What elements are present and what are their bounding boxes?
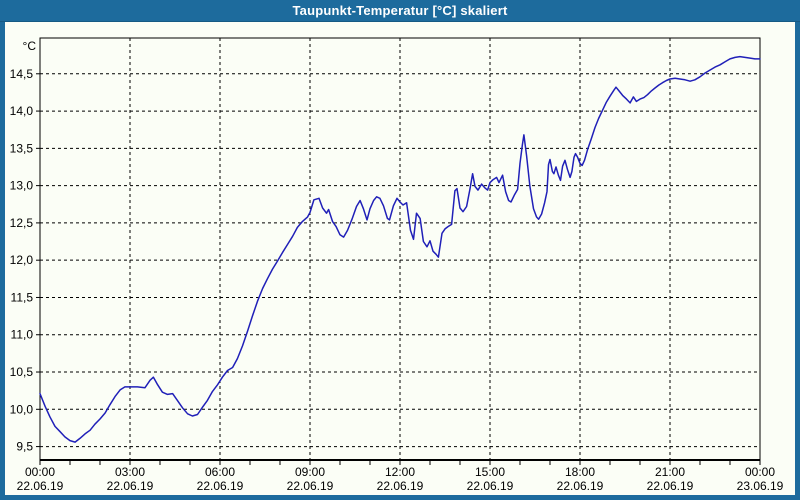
- x-axis-time-label: 03:00: [115, 465, 145, 479]
- temperature-line: [39, 55, 761, 443]
- x-axis-time-label: 00:00: [745, 465, 775, 479]
- dewpoint-temperature-chart: 14,5 14,0 13,5 13,0 12,5 12,0 11,5 11,0 10,5 10,0…: [10, 37, 784, 493]
- y-axis-tick-label: 13,5: [10, 141, 34, 155]
- x-axis-time-label: 12:00: [385, 465, 415, 479]
- x-axis-time-label: 21:00: [655, 465, 685, 479]
- x-axis-date-label: 22.06.19: [107, 479, 154, 493]
- x-axis-time-label: 06:00: [205, 465, 235, 479]
- x-axis-date-label: 23.06.19: [737, 479, 784, 493]
- x-axis-time-label: 00:00: [25, 465, 55, 479]
- x-axis-date-label: 22.06.19: [557, 479, 604, 493]
- x-axis-date-label: 22.06.19: [197, 479, 244, 493]
- y-axis-unit-label: °C: [23, 39, 37, 53]
- x-axis-time-label: 09:00: [295, 465, 325, 479]
- y-axis-tick-label: 12,5: [10, 216, 34, 230]
- window-title: Taupunkt-Temperatur [°C] skaliert: [292, 3, 508, 18]
- y-axis-tick-label: 11,5: [11, 290, 34, 304]
- y-axis-tick-label: 9,5: [16, 440, 33, 454]
- x-axis-date-label: 22.06.19: [467, 479, 514, 493]
- x-axis-date-label: 22.06.19: [377, 479, 424, 493]
- y-axis-tick-label: 12,0: [10, 253, 34, 267]
- chart-area: 14,5 14,0 13,5 13,0 12,5 12,0 11,5 11,0 10,5 10,0…: [5, 22, 795, 495]
- y-axis-tick-label: 10,0: [10, 402, 34, 416]
- x-axis-time-label: 18:00: [565, 465, 595, 479]
- window-title-bar[interactable]: Taupunkt-Temperatur [°C] skaliert: [0, 0, 800, 22]
- y-axis-tick-label: 14,0: [10, 104, 34, 118]
- y-axis-tick-label: 11,0: [11, 328, 34, 342]
- x-axis-date-label: 22.06.19: [17, 479, 64, 493]
- y-axis-tick-label: 10,5: [10, 365, 34, 379]
- x-axis-time-label: 15:00: [475, 465, 505, 479]
- x-axis-date-label: 22.06.19: [287, 479, 334, 493]
- y-axis-tick-label: 14,5: [10, 67, 34, 81]
- x-axis-date-label: 22.06.19: [647, 479, 694, 493]
- y-axis-tick-label: 13,0: [10, 179, 34, 193]
